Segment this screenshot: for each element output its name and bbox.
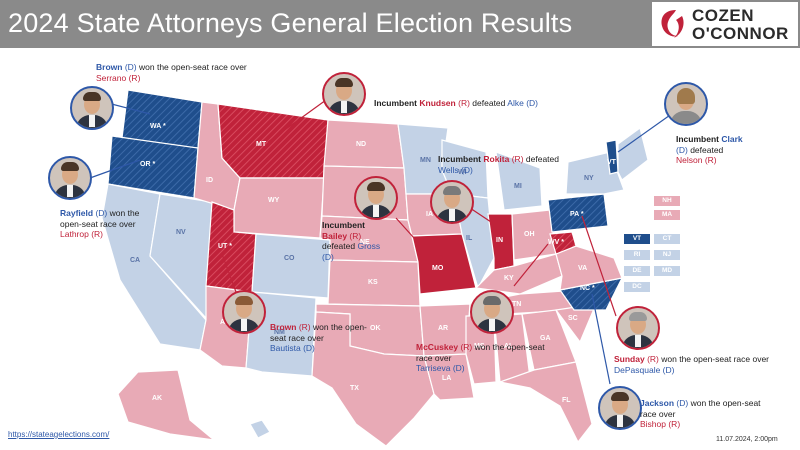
- photo-clark: [664, 82, 708, 126]
- label-IN: IN: [496, 237, 503, 244]
- connector-pa: [581, 215, 617, 317]
- annotation-jackson: Jackson (D) won the open-seat race over …: [640, 398, 761, 429]
- photo-knudsen: [322, 72, 366, 116]
- source-link[interactable]: https://stateagelections.com/: [8, 430, 110, 439]
- state-NE-region: [617, 126, 649, 181]
- state-PA: [547, 193, 609, 233]
- label-OR: OR *: [140, 161, 155, 168]
- label-FL: FL: [562, 397, 571, 404]
- label-VT: VT: [607, 159, 617, 166]
- annotation-bailey: Incumbent Bailey (R) defeated Gross (D): [322, 220, 381, 262]
- label-WV: WV *: [548, 239, 564, 246]
- label-KS: KS: [368, 279, 378, 286]
- label-CO: CO: [284, 255, 295, 262]
- state-TX: [311, 311, 435, 447]
- label-GA: GA: [540, 335, 551, 342]
- label-IA: IA: [426, 211, 433, 218]
- legend-NH: NH: [654, 196, 680, 206]
- label-NE: NE: [360, 239, 370, 246]
- photo-jackson: [598, 386, 642, 430]
- label-MI: MI: [514, 183, 522, 190]
- title-bar: 2024 State Attorneys General Election Re…: [0, 0, 800, 48]
- label-SC: SC: [568, 315, 578, 322]
- label-LA: LA: [442, 375, 451, 382]
- annotation-rayfield: Rayfield (D) won the open-seat race over…: [60, 208, 140, 239]
- label-WA: WA *: [150, 123, 166, 130]
- timestamp: 11.07.2024, 2:00pm: [716, 436, 778, 443]
- label-CA: CA: [130, 257, 140, 264]
- state-MT: [217, 103, 329, 179]
- state-WV: [549, 231, 577, 255]
- annotation-clark: Incumbent Clark (D) defeated Nelson (R): [676, 134, 743, 165]
- connector-mo: [395, 217, 433, 259]
- label-NY: NY: [584, 175, 594, 182]
- legend-VT: VT: [624, 234, 650, 244]
- logo: COZEN O'CONNOR: [652, 2, 798, 46]
- legend-RI: RI: [624, 250, 650, 260]
- photo-rokita: [430, 180, 474, 224]
- label-AK: AK: [152, 395, 162, 402]
- label-NC: NC *: [580, 285, 595, 292]
- connector-in: [469, 207, 501, 229]
- photo-rayfield: [48, 156, 92, 200]
- label-KY: KY: [504, 275, 514, 282]
- photo-brown-wa: [70, 86, 114, 130]
- label-UT: UT *: [218, 243, 232, 250]
- label-AR: AR: [438, 325, 448, 332]
- photo-mccuskey: [470, 290, 514, 334]
- label-OK: OK: [370, 325, 381, 332]
- photo-brown-ut: [222, 290, 266, 334]
- connector-wv: [513, 243, 549, 287]
- label-OH: OH: [524, 231, 535, 238]
- state-MI: [495, 151, 543, 211]
- logo-text-line1: COZEN: [692, 6, 754, 25]
- legend-NJ: NJ: [654, 250, 680, 260]
- annotation-knudsen: Incumbent Knudsen (R) defeated Alke (D): [374, 98, 538, 108]
- label-ID: ID: [206, 177, 213, 184]
- label-ND: ND: [356, 141, 366, 148]
- legend-CT: CT: [654, 234, 680, 244]
- label-TX: TX: [350, 385, 359, 392]
- label-TN: TN: [512, 301, 521, 308]
- label-WI: WI: [458, 169, 467, 176]
- label-MT: MT: [256, 141, 267, 148]
- state-AK: [117, 369, 216, 441]
- legend-DE: DE: [624, 266, 650, 276]
- state-CO: [251, 233, 331, 299]
- connector-ut: [221, 253, 237, 293]
- state-WY: [233, 177, 325, 239]
- label-AL: AL: [504, 343, 514, 350]
- label-MS: MS: [474, 343, 485, 350]
- legend-MD: MD: [654, 266, 680, 276]
- connector-or: [89, 159, 141, 179]
- label-MN: MN: [420, 157, 431, 164]
- label-MO: MO: [432, 265, 444, 272]
- cozen-logo-icon: [661, 10, 684, 38]
- logo-text-line2: O'CONNOR: [692, 24, 789, 43]
- label-IL: IL: [466, 235, 473, 242]
- annotation-brown-wa: Brown (D) won the open-seat race over Se…: [96, 62, 247, 83]
- state-LA: [423, 353, 475, 401]
- annotation-brown-ut: Brown (R) won the open-seat race over Ba…: [270, 322, 367, 353]
- legend-DC: DC: [624, 282, 650, 292]
- state-FL: [497, 361, 593, 444]
- connector-mt: [267, 99, 327, 143]
- annotation-sunday: Sunday (R) won the open-seat race over D…: [614, 354, 769, 375]
- annotation-mccuskey: McCuskey (R) won the open-seat race over…: [416, 342, 545, 373]
- legend-MA: MA: [654, 210, 680, 220]
- label-NV: NV: [176, 229, 186, 236]
- us-map: WA * OR * CA NV ID MT WY UT * CO AZ NM N…: [89, 89, 681, 447]
- state-MO: [411, 233, 477, 295]
- label-WY: WY: [268, 197, 280, 204]
- connector-nc: [591, 293, 611, 385]
- label-PA: PA *: [570, 211, 584, 218]
- page-title: 2024 State Attorneys General Election Re…: [8, 8, 573, 38]
- annotation-rokita: Incumbent Rokita (R) defeated Wells (D): [438, 154, 559, 175]
- state-HI: [249, 419, 271, 439]
- photo-bailey: [354, 176, 398, 220]
- label-VA: VA: [578, 265, 587, 272]
- label-NM: NM: [274, 329, 285, 336]
- photo-sunday: [616, 306, 660, 350]
